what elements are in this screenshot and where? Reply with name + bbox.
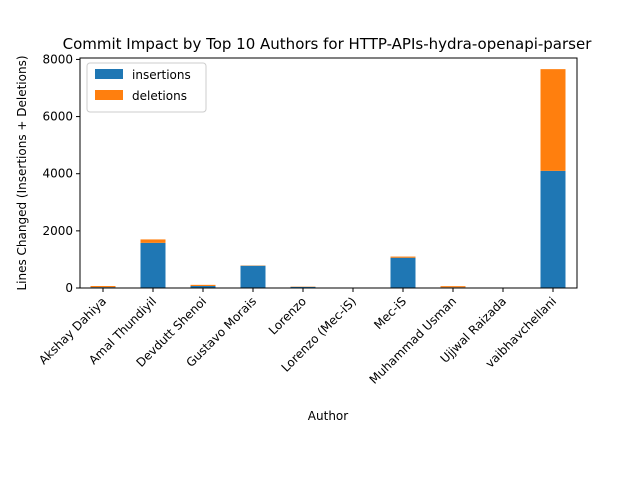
legend-swatch-deletions bbox=[95, 90, 123, 100]
bar-insertions-9 bbox=[540, 170, 566, 288]
x-tick-label-6: Mec-iS bbox=[371, 294, 409, 332]
y-tick-label-1: 2000 bbox=[42, 224, 73, 238]
y-tick-label-4: 8000 bbox=[42, 52, 73, 66]
bar-deletions-1 bbox=[140, 239, 166, 243]
y-tick-label-0: 0 bbox=[65, 281, 73, 295]
bar-insertions-6 bbox=[390, 257, 416, 288]
bar-insertions-2 bbox=[190, 286, 216, 288]
x-tick-label-7: Muhammad Usman bbox=[367, 294, 459, 386]
bar-deletions-2 bbox=[190, 284, 216, 286]
x-axis-label: Author bbox=[308, 409, 348, 423]
bar-deletions-6 bbox=[390, 256, 416, 258]
y-tick-label-3: 6000 bbox=[42, 110, 73, 124]
bar-insertions-1 bbox=[140, 242, 166, 288]
legend-label-deletions: deletions bbox=[132, 89, 187, 103]
legend-swatch-insertions bbox=[95, 69, 123, 79]
y-tick-label-2: 4000 bbox=[42, 167, 73, 181]
legend-label-insertions: insertions bbox=[132, 68, 191, 82]
legend: insertions deletions bbox=[86, 62, 207, 113]
chart-title: Commit Impact by Top 10 Authors for HTTP… bbox=[63, 35, 593, 53]
x-tick-label-4: Lorenzo bbox=[266, 294, 309, 337]
bar-deletions-7 bbox=[440, 286, 466, 288]
plot-frame bbox=[79, 57, 578, 289]
y-axis-label: Lines Changed (Insertions + Deletions) bbox=[15, 55, 29, 290]
bar-insertions-4 bbox=[290, 286, 316, 288]
bar-deletions-9 bbox=[540, 69, 566, 171]
y-axis: 0 2000 4000 6000 8000 bbox=[42, 52, 80, 295]
bar-deletions-0 bbox=[90, 286, 116, 288]
bar-insertions-3 bbox=[240, 265, 266, 288]
